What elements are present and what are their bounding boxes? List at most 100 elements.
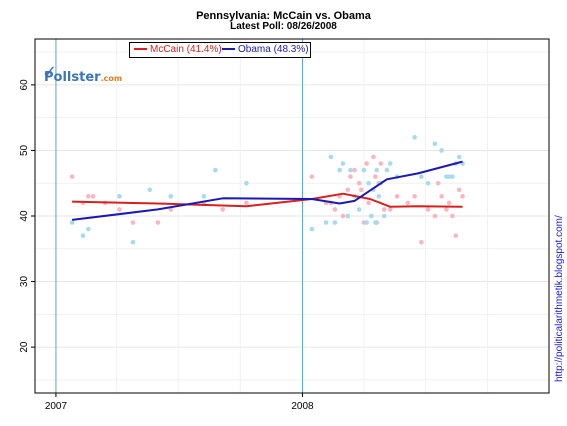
obama-poll-point bbox=[384, 167, 390, 173]
obama-poll-point bbox=[309, 226, 315, 232]
obama-poll-point bbox=[432, 141, 438, 147]
legend-swatch-obama bbox=[222, 48, 235, 51]
side-credit-url[interactable]: http://politicalarithmetik.blogspot.com/ bbox=[554, 215, 565, 382]
year-marker-lines bbox=[55, 39, 303, 393]
mccain-poll-point bbox=[340, 213, 346, 219]
logo-swoosh-icon: ✓ bbox=[42, 62, 58, 82]
y-tick-label: 60 bbox=[19, 79, 30, 91]
obama-poll-point bbox=[412, 135, 417, 140]
obama-poll-point bbox=[80, 233, 86, 238]
mccain-poll-point bbox=[69, 174, 75, 179]
obama-poll-point bbox=[376, 194, 382, 199]
mccain-poll-point bbox=[358, 187, 364, 193]
legend-swatch-mccain bbox=[134, 48, 147, 51]
mccain-poll-point bbox=[460, 194, 465, 199]
mccain-poll-point bbox=[371, 154, 376, 160]
mccain-poll-point bbox=[373, 174, 378, 179]
obama-poll-point bbox=[147, 187, 153, 193]
legend: McCain (41.4%) Obama (48.3%) bbox=[129, 42, 311, 58]
mccain-poll-point bbox=[309, 174, 315, 179]
mccain-poll-point bbox=[130, 220, 136, 225]
mccain-poll-point bbox=[117, 207, 122, 212]
obama-poll-point bbox=[361, 167, 367, 173]
chart-subtitle: Latest Poll: 08/26/2008 bbox=[230, 21, 337, 32]
mccain-poll-point bbox=[394, 194, 400, 199]
mccain-poll-point bbox=[356, 180, 362, 186]
obama-poll-point bbox=[381, 213, 387, 219]
obama-poll-point bbox=[345, 213, 351, 219]
mccain-poll-point bbox=[220, 207, 226, 212]
obama-poll-point bbox=[86, 226, 91, 232]
mccain-poll-point bbox=[387, 207, 393, 212]
logo-text: Pollster bbox=[44, 70, 101, 85]
mccain-poll-point bbox=[86, 194, 91, 199]
obama-poll-point bbox=[130, 239, 136, 245]
mccain-poll-point bbox=[332, 207, 338, 212]
mccain-poll-point bbox=[412, 194, 417, 199]
mccain-poll-point bbox=[378, 161, 384, 166]
legend-label-mccain: McCain (41.4%) bbox=[150, 44, 222, 55]
obama-poll-point bbox=[117, 194, 122, 199]
pollster-logo: ✓ Pollster.com bbox=[42, 62, 123, 86]
obama-poll-point bbox=[387, 161, 393, 166]
obama-poll-point bbox=[340, 161, 346, 166]
y-tick-label: 40 bbox=[19, 210, 30, 222]
obama-poll-point bbox=[369, 213, 374, 219]
obama-poll-point bbox=[337, 167, 342, 173]
y-tick-label: 20 bbox=[19, 341, 30, 353]
obama-trend-line bbox=[71, 160, 463, 221]
obama-poll-point bbox=[419, 174, 424, 179]
mccain-poll-point bbox=[348, 174, 353, 179]
obama-poll-point bbox=[364, 220, 369, 225]
obama-poll-point bbox=[373, 220, 378, 225]
x-tick-label: 2008 bbox=[291, 401, 314, 412]
obama-poll-point bbox=[374, 167, 380, 173]
obama-poll-point bbox=[244, 180, 249, 186]
mccain-poll-point bbox=[366, 200, 371, 206]
legend-label-obama: Obama (48.3%) bbox=[238, 44, 309, 55]
mccain-poll-point bbox=[345, 187, 351, 193]
trend-lines bbox=[71, 160, 463, 221]
mccain-poll-point bbox=[381, 207, 387, 212]
mccain-poll-point bbox=[432, 213, 438, 219]
chart-title: Pennsylvania: McCain vs. Obama bbox=[196, 10, 371, 22]
obama-poll-point bbox=[456, 154, 462, 160]
obama-poll-point bbox=[213, 167, 218, 173]
obama-poll-point bbox=[323, 220, 329, 225]
logo-suffix: .com bbox=[100, 74, 123, 83]
obama-poll-point bbox=[439, 148, 444, 153]
obama-poll-point bbox=[332, 220, 338, 225]
obama-poll-point bbox=[168, 194, 174, 199]
obama-poll-point bbox=[446, 174, 452, 179]
legend-item-mccain: McCain (41.4%) bbox=[134, 44, 222, 55]
obama-poll-point bbox=[328, 154, 334, 160]
mccain-poll-point bbox=[405, 200, 411, 206]
mccain-poll-point bbox=[435, 180, 441, 186]
y-tick-label: 50 bbox=[19, 144, 30, 156]
legend-item-obama: Obama (48.3%) bbox=[222, 44, 309, 55]
mccain-poll-point bbox=[364, 161, 369, 166]
obama-poll-point bbox=[356, 207, 362, 212]
obama-poll-point bbox=[366, 180, 371, 186]
y-tick-label: 30 bbox=[19, 276, 30, 288]
mccain-poll-point bbox=[453, 233, 459, 238]
mccain-poll-point bbox=[419, 239, 424, 245]
mccain-trend-line bbox=[72, 192, 463, 208]
obama-poll-point bbox=[425, 180, 431, 186]
obama-poll-point bbox=[450, 174, 455, 179]
x-tick-label: 2007 bbox=[45, 401, 68, 412]
obama-poll-point bbox=[201, 194, 207, 199]
mccain-poll-point bbox=[425, 207, 431, 212]
mccain-poll-point bbox=[446, 200, 452, 206]
mccain-poll-point bbox=[444, 207, 449, 212]
obama-poll-point bbox=[348, 167, 353, 173]
axes: 20 30 40 50 60 2007 2008 bbox=[19, 79, 314, 412]
mccain-poll-point bbox=[450, 213, 455, 219]
mccain-poll-point bbox=[155, 220, 161, 225]
mccain-poll-point bbox=[90, 194, 96, 199]
mccain-poll-point bbox=[352, 167, 357, 173]
poll-points bbox=[69, 135, 465, 245]
mccain-poll-point bbox=[456, 187, 462, 193]
mccain-poll-point bbox=[244, 200, 249, 206]
